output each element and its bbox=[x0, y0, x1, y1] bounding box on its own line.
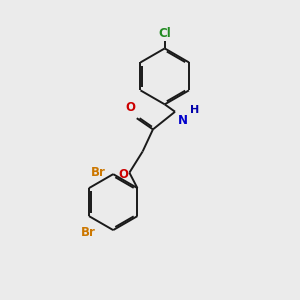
Text: O: O bbox=[125, 101, 135, 114]
Text: H: H bbox=[190, 105, 200, 115]
Text: Br: Br bbox=[90, 166, 105, 179]
Text: Br: Br bbox=[81, 226, 96, 239]
Text: N: N bbox=[177, 114, 188, 127]
Text: O: O bbox=[118, 168, 128, 181]
Text: Cl: Cl bbox=[158, 27, 171, 40]
